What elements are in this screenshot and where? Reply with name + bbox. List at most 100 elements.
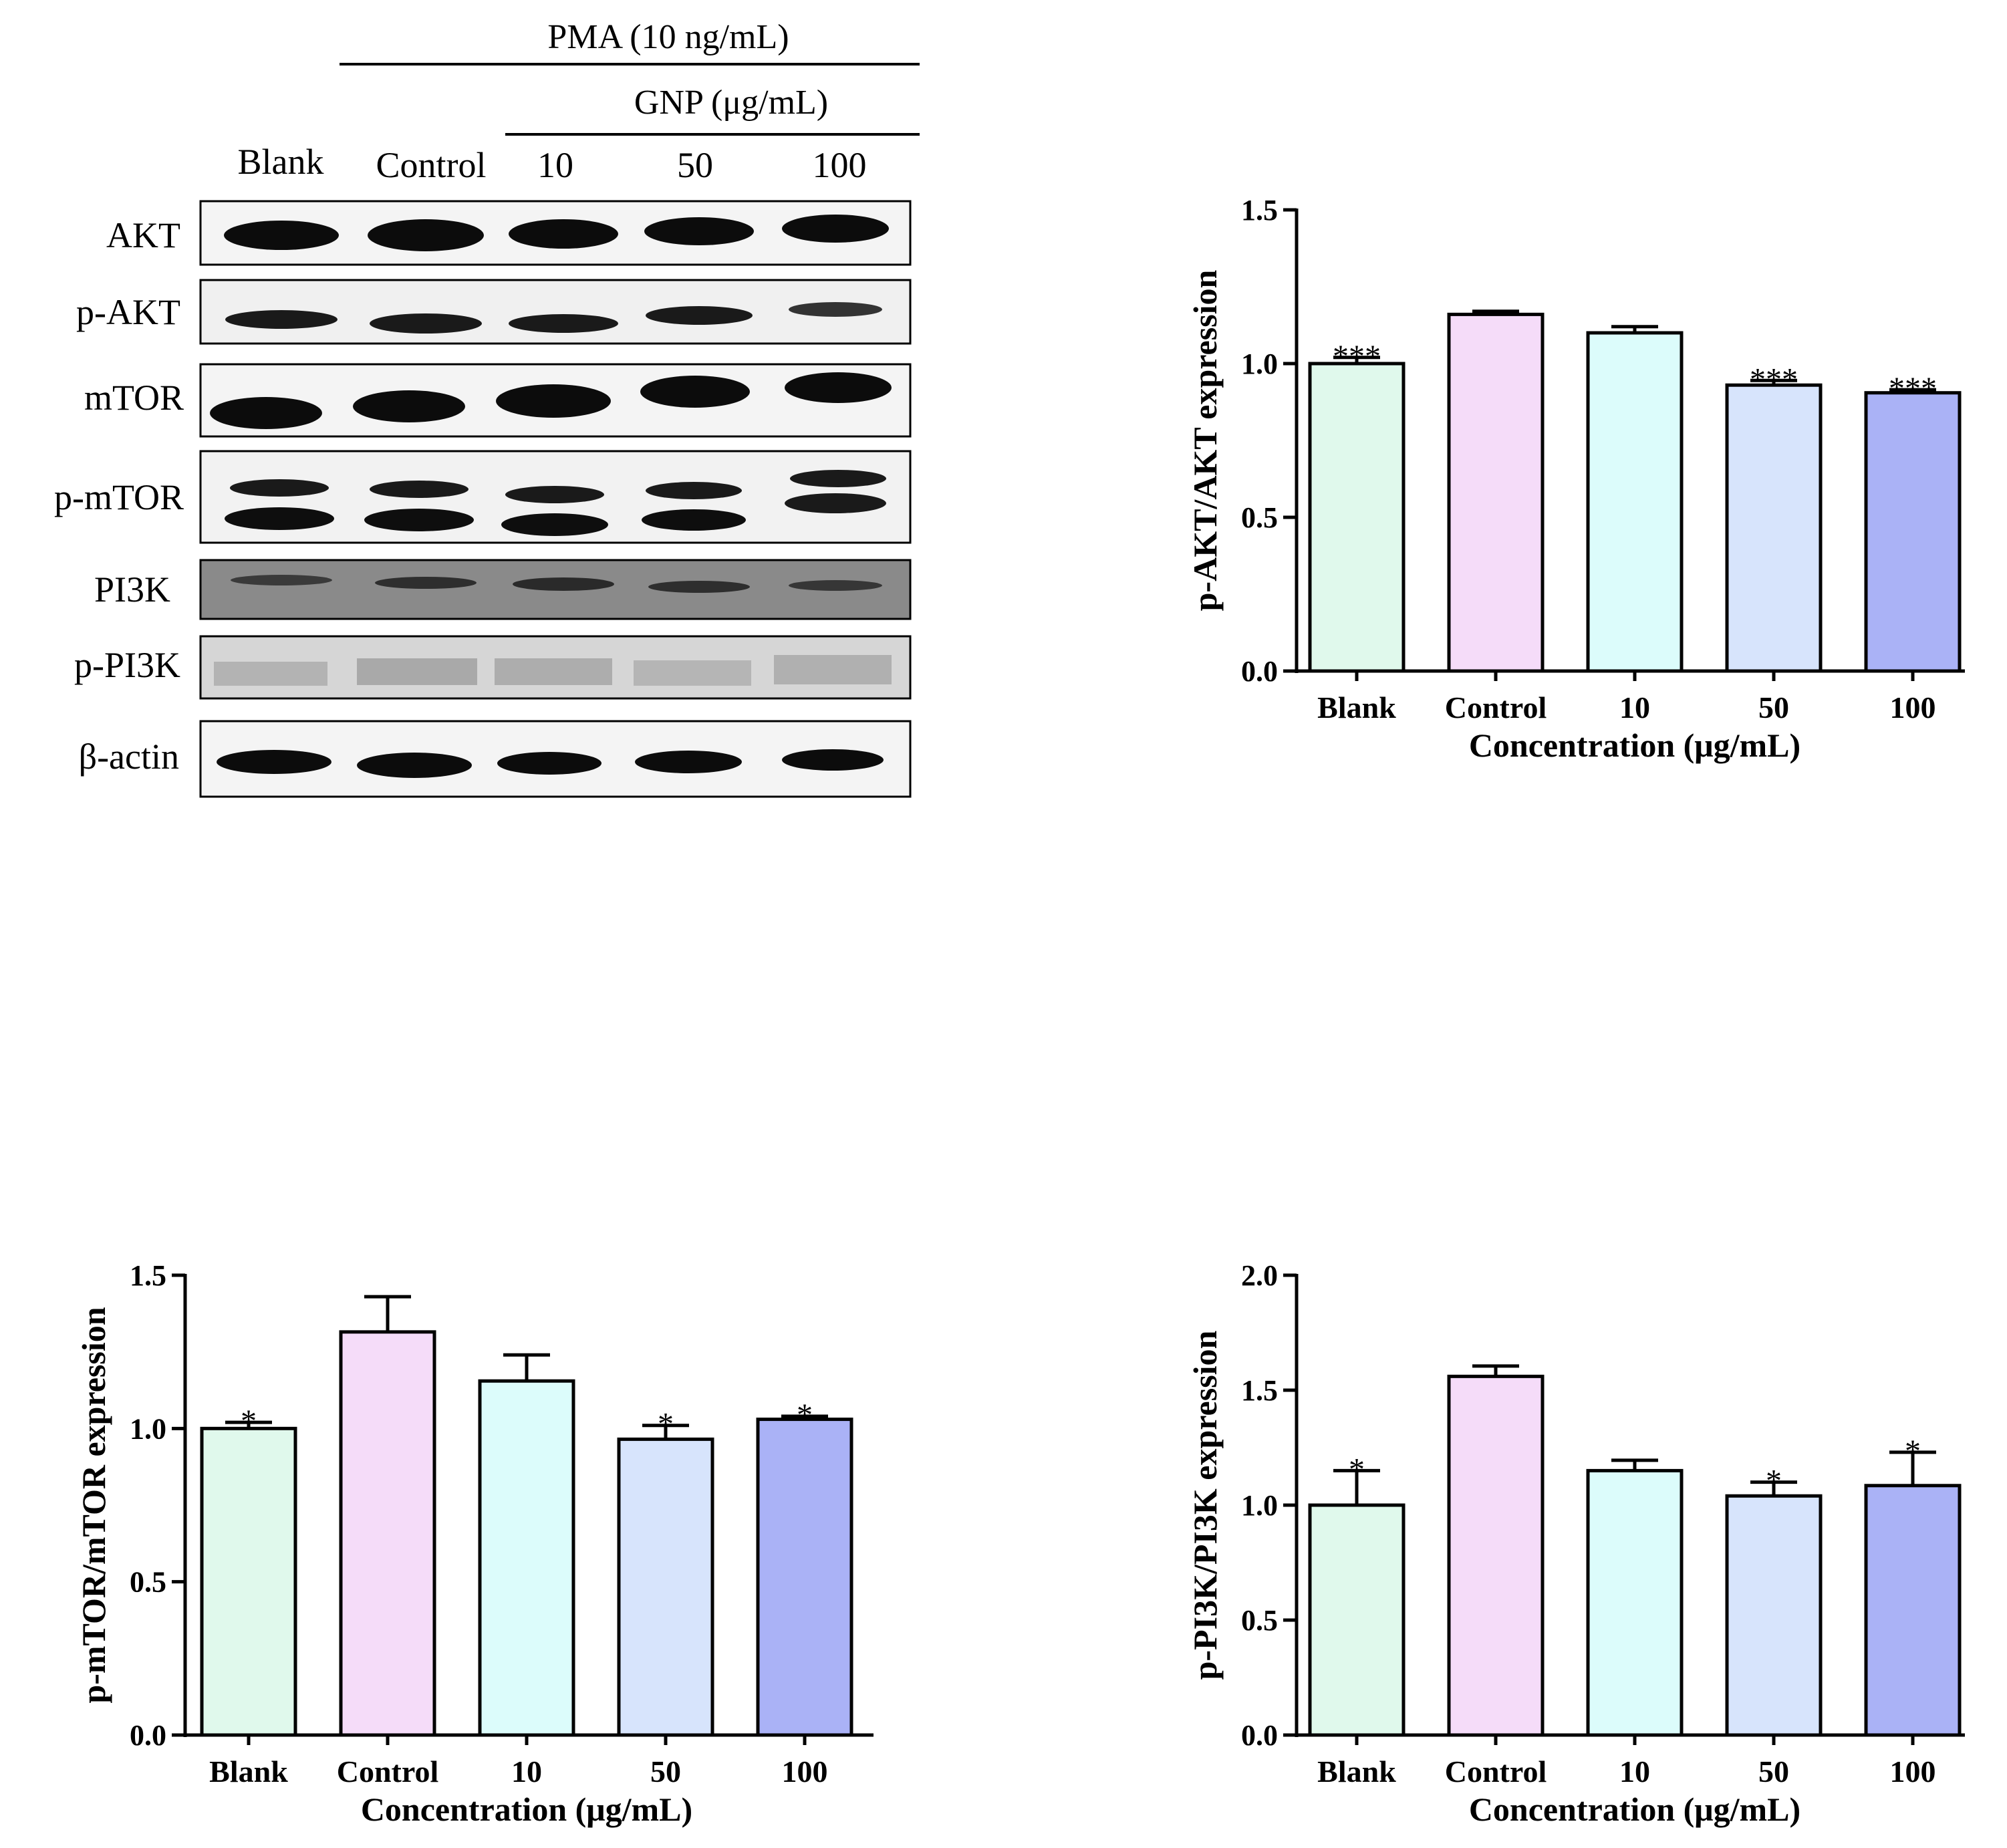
y-tick-label: 1.5 (1241, 194, 1278, 227)
bar (1308, 362, 1406, 673)
bar (1586, 1468, 1684, 1737)
significance-labels: * * * (241, 1398, 813, 1442)
significance-labels: * * * (1349, 1434, 1921, 1499)
blot-strip-pi3k (199, 559, 912, 620)
row-label-akt: AKT (106, 215, 180, 255)
pma-header: PMA (10 ng/mL) (547, 18, 789, 56)
lane-label-10: 10 (537, 145, 573, 185)
bar (339, 1330, 436, 1737)
blot-strip-p-pi3k (199, 635, 912, 700)
bar (1864, 391, 1962, 673)
row-label-p-akt: p-AKT (76, 292, 180, 332)
y-axis-title: p-AKT/AKT expression (1186, 269, 1224, 611)
bar (1308, 1503, 1406, 1737)
significance-label: * (241, 1404, 257, 1439)
significance-labels: *** *** *** (1333, 339, 1937, 406)
blot-strip-mtor (199, 363, 912, 438)
bar (1725, 383, 1823, 673)
y-axis-labels: 0.0 0.5 1.0 1.5 (130, 1259, 166, 1752)
x-category-label: Control (337, 1754, 439, 1789)
y-axis-labels: 0.0 0.5 1.0 1.5 (1241, 194, 1278, 688)
chart-p-mtor-mtor: 0.0 0.5 1.0 1.5 Blank Control 10 50 100 … (75, 1259, 874, 1828)
bars (1308, 1364, 1962, 1737)
x-axis-title: Concentration (μg/mL) (1469, 727, 1800, 764)
axes (172, 1273, 874, 1745)
blot-strip-akt (199, 200, 912, 266)
significance-label: * (797, 1398, 813, 1433)
western-blot-panel: PMA (10 ng/mL) GNP (μg/mL) Blank Control… (54, 18, 920, 798)
lane-label-control: Control (376, 145, 486, 185)
y-tick-label: 1.5 (1241, 1374, 1278, 1407)
x-category-label: 10 (511, 1754, 542, 1789)
x-category-label: Control (1445, 1754, 1547, 1789)
significance-label: *** (1750, 362, 1798, 397)
row-label-p-pi3k: p-PI3K (74, 645, 180, 685)
chart-p-pi3k-pi3k: 0.0 0.5 1.0 1.5 2.0 Blank Control 10 50 … (1186, 1259, 1965, 1828)
bars (200, 1295, 853, 1737)
axes (1283, 1273, 1965, 1745)
x-axis-labels: Blank Control 10 50 100 (1317, 690, 1935, 724)
row-label-beta-actin: β-actin (79, 737, 179, 777)
x-category-label: 50 (1758, 1754, 1789, 1789)
x-category-label: 100 (1890, 690, 1936, 724)
x-axis-title: Concentration (μg/mL) (1469, 1791, 1800, 1828)
x-axis-labels: Blank Control 10 50 100 (1317, 1754, 1935, 1789)
y-axis-labels: 0.0 0.5 1.0 1.5 2.0 (1241, 1259, 1278, 1752)
lane-label-100: 100 (813, 145, 867, 185)
y-tick-label: 1.5 (130, 1259, 166, 1292)
bars (1308, 309, 1962, 673)
chart-p-akt-akt: 0.0 0.5 1.0 1.5 Blank Control 10 50 100 … (1186, 194, 1965, 764)
blot-strip-beta-actin (199, 720, 912, 798)
x-category-label: 10 (1619, 1754, 1650, 1789)
bar (1586, 331, 1684, 673)
y-tick-label: 0.0 (1241, 1719, 1278, 1752)
bar (478, 1379, 575, 1737)
bar (1447, 312, 1545, 673)
x-axis-labels: Blank Control 10 50 100 (209, 1754, 827, 1789)
y-tick-label: 0.5 (1241, 501, 1278, 534)
significance-label: * (1905, 1434, 1921, 1469)
lane-label-blank: Blank (238, 142, 324, 182)
x-category-label: Blank (1317, 1754, 1396, 1789)
x-category-label: Control (1445, 690, 1547, 724)
y-axis-title: p-PI3K/PI3K expression (1186, 1330, 1224, 1680)
significance-label: *** (1333, 339, 1381, 374)
significance-label: * (1766, 1464, 1782, 1499)
bar (1447, 1374, 1545, 1737)
y-tick-label: 0.5 (130, 1566, 166, 1599)
y-tick-label: 0.5 (1241, 1604, 1278, 1637)
significance-label: * (1349, 1452, 1365, 1487)
x-category-label: 100 (1890, 1754, 1936, 1789)
gnp-header: GNP (μg/mL) (634, 84, 828, 122)
y-tick-label: 0.0 (1241, 655, 1278, 688)
bar (617, 1437, 714, 1737)
blot-strip-p-mtor (199, 450, 912, 544)
significance-label: *** (1889, 371, 1937, 406)
y-axis-title: p-mTOR/mTOR expression (75, 1307, 112, 1703)
axes (1283, 208, 1965, 681)
row-label-p-mtor: p-mTOR (54, 477, 184, 517)
blot-strip-p-akt (199, 279, 912, 345)
x-category-label: 50 (650, 1754, 681, 1789)
y-tick-label: 0.0 (130, 1719, 166, 1752)
bar (200, 1426, 297, 1737)
x-category-label: Blank (1317, 690, 1396, 724)
x-category-label: Blank (209, 1754, 288, 1789)
y-tick-label: 1.0 (130, 1412, 166, 1445)
row-label-mtor: mTOR (84, 378, 184, 418)
x-axis-title: Concentration (μg/mL) (361, 1791, 692, 1828)
y-tick-label: 1.0 (1241, 348, 1278, 380)
lane-label-50: 50 (677, 145, 713, 185)
significance-label: * (658, 1407, 674, 1442)
bar (756, 1418, 853, 1737)
bar (1725, 1494, 1823, 1737)
bar (1864, 1484, 1962, 1737)
y-tick-label: 2.0 (1241, 1259, 1278, 1292)
row-label-pi3k: PI3K (94, 569, 170, 610)
x-category-label: 100 (782, 1754, 828, 1789)
x-category-label: 10 (1619, 690, 1650, 724)
x-category-label: 50 (1758, 690, 1789, 724)
y-tick-label: 1.0 (1241, 1489, 1278, 1522)
